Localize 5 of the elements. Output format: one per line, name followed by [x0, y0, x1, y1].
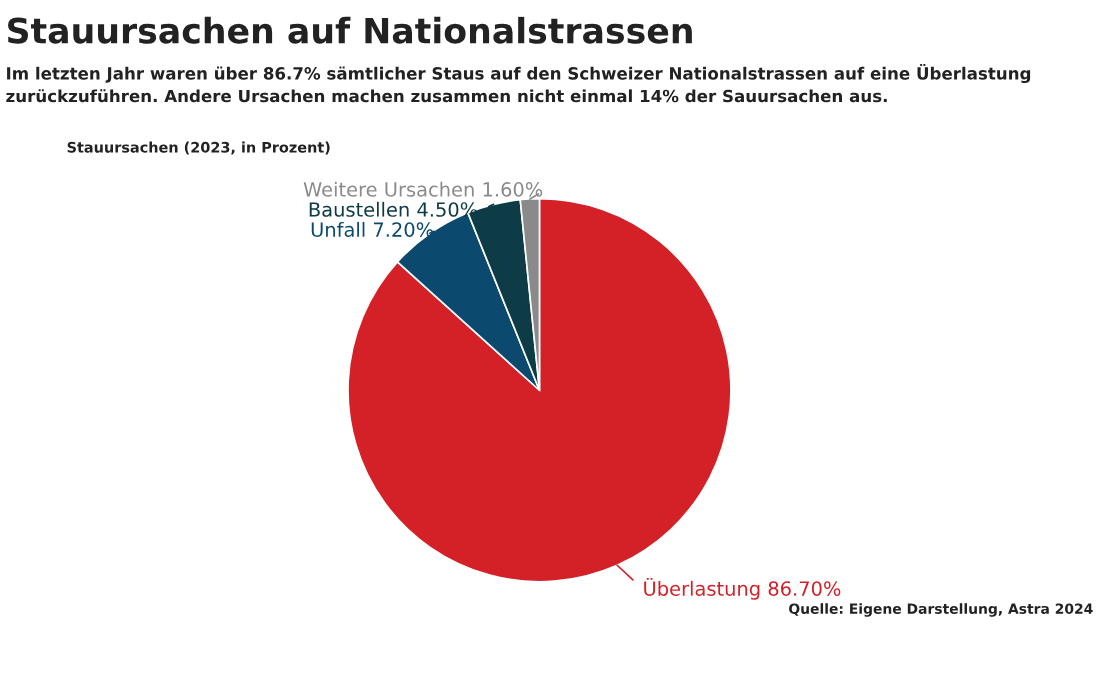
slice-label: Überlastung 86.70% — [644, 577, 841, 600]
chart-title: Stauursachen auf Nationalstrassen — [8, 16, 692, 44]
slice-label: Unfall 7.20% — [311, 221, 434, 237]
slice-label: Weitere Ursachen 1.60% — [303, 181, 543, 197]
chart-subtitle: Im letzten Jahr waren über 86.7% sämtlicher Staus auf den Schweizer Nationalstrassen auf eine Überlastung zurückzuführen. Andere Ursachen machen zusammen nicht einmal 14% der Sauursachen aus. — [6, 64, 1031, 103]
